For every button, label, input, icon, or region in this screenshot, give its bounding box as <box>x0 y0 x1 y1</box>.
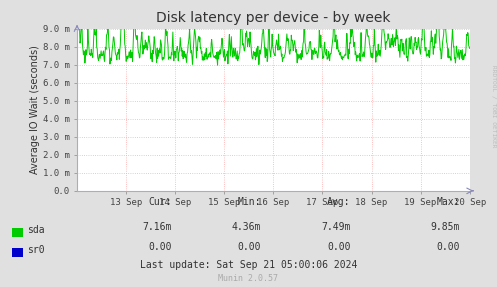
Title: Disk latency per device - by week: Disk latency per device - by week <box>156 11 391 25</box>
Text: 0.00: 0.00 <box>436 242 460 252</box>
Text: RRDTOOL / TOBI OETIKER: RRDTOOL / TOBI OETIKER <box>491 65 496 148</box>
Text: 7.49m: 7.49m <box>321 222 350 232</box>
Text: Last update: Sat Sep 21 05:00:06 2024: Last update: Sat Sep 21 05:00:06 2024 <box>140 260 357 270</box>
Text: Max:: Max: <box>436 197 460 207</box>
Text: 0.00: 0.00 <box>148 242 171 252</box>
Text: 9.85m: 9.85m <box>430 222 460 232</box>
Y-axis label: Average IO Wait (seconds): Average IO Wait (seconds) <box>30 45 40 174</box>
Text: sda: sda <box>27 225 45 234</box>
Text: Munin 2.0.57: Munin 2.0.57 <box>219 274 278 283</box>
Text: 7.16m: 7.16m <box>142 222 171 232</box>
Text: sr0: sr0 <box>27 245 45 255</box>
Text: Min:: Min: <box>238 197 261 207</box>
Text: 4.36m: 4.36m <box>232 222 261 232</box>
Text: Cur:: Cur: <box>148 197 171 207</box>
Text: 0.00: 0.00 <box>327 242 350 252</box>
Text: 0.00: 0.00 <box>238 242 261 252</box>
Text: Avg:: Avg: <box>327 197 350 207</box>
